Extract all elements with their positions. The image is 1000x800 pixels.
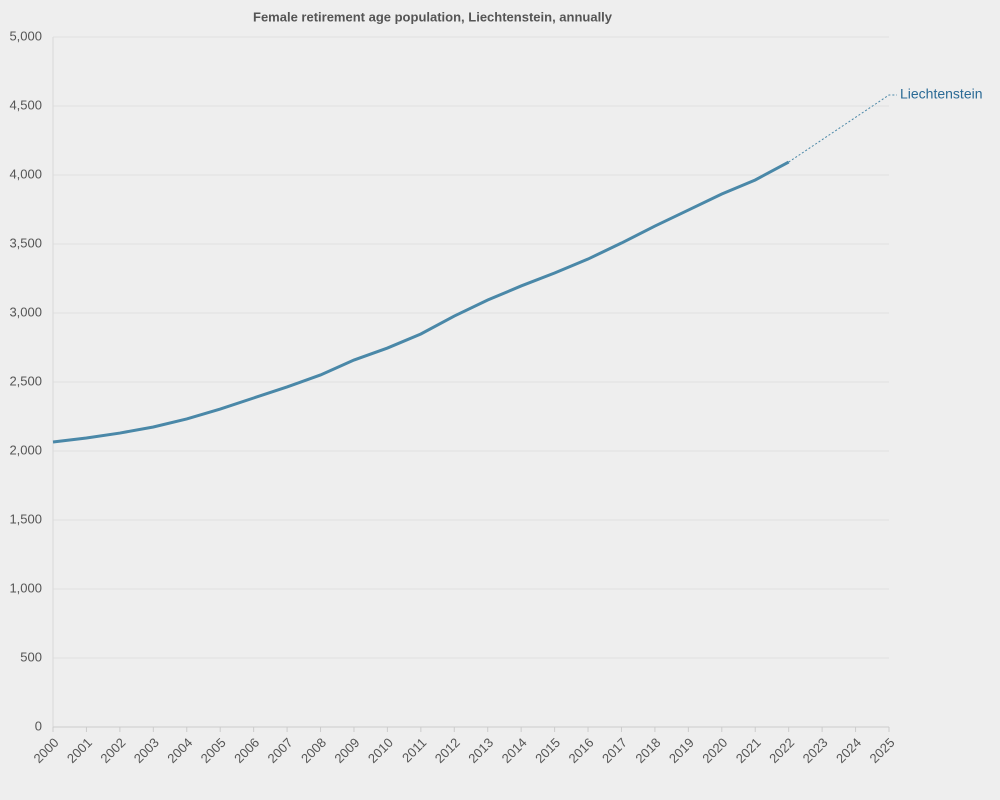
y-tick-label: 3,500 <box>9 235 42 250</box>
y-tick-label: 5,000 <box>9 28 42 43</box>
chart-title: Female retirement age population, Liecht… <box>253 9 613 24</box>
y-tick-label: 2,500 <box>9 373 42 388</box>
y-tick-label: 500 <box>20 649 42 664</box>
label-leader <box>788 94 897 163</box>
series-label: Liechtenstein <box>900 86 983 102</box>
y-tick-label: 0 <box>35 718 42 733</box>
y-tick-label: 3,000 <box>9 304 42 319</box>
line-series <box>52 160 790 444</box>
y-tick-label: 1,500 <box>9 511 42 526</box>
y-tick-label: 4,500 <box>9 97 42 112</box>
y-tick-label: 4,000 <box>9 166 42 181</box>
y-tick-label: 1,000 <box>9 580 42 595</box>
y-tick-label: 2,000 <box>9 442 42 457</box>
